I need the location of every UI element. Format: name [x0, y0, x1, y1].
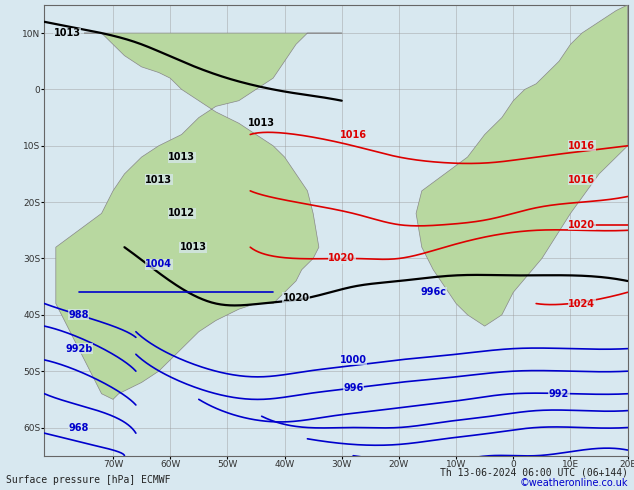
Polygon shape [56, 33, 342, 399]
Text: 1016: 1016 [340, 129, 366, 140]
Text: 1013: 1013 [179, 242, 207, 252]
Text: 1016: 1016 [569, 141, 595, 151]
Text: 1013: 1013 [248, 118, 275, 128]
Text: Th 13-06-2024 06:00 UTC (06+144): Th 13-06-2024 06:00 UTC (06+144) [439, 468, 628, 478]
Text: 996: 996 [343, 383, 363, 393]
Text: ©weatheronline.co.uk: ©weatheronline.co.uk [519, 478, 628, 488]
Text: 992: 992 [549, 389, 569, 399]
Text: 1012: 1012 [168, 208, 195, 219]
Text: 1013: 1013 [145, 174, 172, 185]
Text: 1013: 1013 [54, 28, 81, 38]
Text: 996c: 996c [420, 287, 446, 297]
Text: 1020: 1020 [328, 253, 355, 264]
Polygon shape [416, 5, 628, 326]
Text: 968: 968 [68, 422, 89, 433]
Text: 1020: 1020 [569, 220, 595, 230]
Text: 1000: 1000 [340, 355, 366, 365]
Text: 1020: 1020 [283, 293, 309, 303]
Text: 988: 988 [68, 310, 89, 320]
Text: 1013: 1013 [168, 152, 195, 162]
Text: 1024: 1024 [569, 298, 595, 309]
Text: 1016: 1016 [569, 174, 595, 185]
Text: Surface pressure [hPa] ECMWF: Surface pressure [hPa] ECMWF [6, 475, 171, 485]
Text: 1004: 1004 [145, 259, 172, 269]
Text: 992b: 992b [65, 343, 93, 354]
